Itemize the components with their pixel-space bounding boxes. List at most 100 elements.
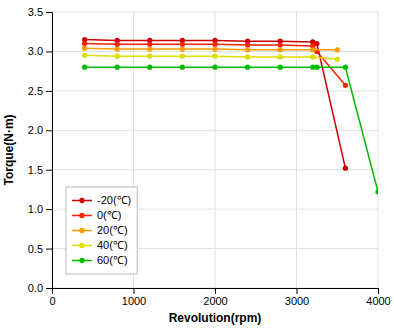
tick: 4000 xyxy=(366,288,390,307)
axis-line xyxy=(46,13,53,289)
legend-label: 40(℃) xyxy=(97,239,128,251)
tick-label: 1000 xyxy=(122,295,146,307)
tick-mark xyxy=(46,130,52,131)
tick-label: 1.5 xyxy=(28,164,43,176)
marker xyxy=(335,47,340,52)
tick-mark xyxy=(46,12,52,13)
line xyxy=(85,55,338,59)
legend-box xyxy=(66,187,137,274)
line xyxy=(85,44,346,86)
marks xyxy=(82,37,378,194)
grid-line-x xyxy=(378,12,379,288)
tick-label: 2000 xyxy=(203,295,227,307)
legend-item: 20(℃) xyxy=(72,224,128,236)
y-axis-title: Torque(N·m) xyxy=(2,114,16,185)
tick: 0.5 xyxy=(28,243,52,255)
tick-mark xyxy=(46,209,52,210)
tick-label: 3000 xyxy=(285,295,309,307)
grid-line-y xyxy=(52,90,378,91)
tick-mark xyxy=(134,288,135,294)
tick: 2.0 xyxy=(28,124,52,136)
marker xyxy=(314,65,319,70)
legend-label: -20(℃) xyxy=(97,194,131,206)
marker xyxy=(147,46,152,51)
legend-item: 40(℃) xyxy=(72,239,128,251)
marker xyxy=(335,57,340,62)
axis-line xyxy=(53,289,379,295)
marker xyxy=(115,65,120,70)
plot: 010002000300040000.00.51.01.52.02.53.03.… xyxy=(28,6,391,307)
tick-label: 2.0 xyxy=(28,124,43,136)
marker xyxy=(310,54,315,59)
marker xyxy=(278,65,283,70)
tick: 0 xyxy=(49,288,55,307)
tick-mark xyxy=(297,288,298,294)
tick-mark xyxy=(378,288,379,294)
marker xyxy=(278,54,283,59)
marker xyxy=(245,42,250,47)
legend-marker xyxy=(79,228,84,233)
tick-label: 3.0 xyxy=(28,45,43,57)
line xyxy=(85,67,378,192)
tick-label: 3.5 xyxy=(28,6,43,18)
marker xyxy=(212,46,217,51)
grid-line-y xyxy=(52,169,378,170)
tick-mark xyxy=(46,170,52,171)
grid-line-x xyxy=(215,12,216,288)
marker xyxy=(115,42,120,47)
legend-label: 20(℃) xyxy=(97,224,128,236)
marker xyxy=(343,165,348,170)
tick-label: 0 xyxy=(49,295,55,307)
tick: 3.0 xyxy=(28,45,52,57)
legend-item: 0(℃) xyxy=(72,209,121,221)
tick-mark xyxy=(215,288,216,294)
tick: 2.5 xyxy=(28,85,52,97)
x-axis: 0 1000 2000 3000 4000 xyxy=(49,288,390,307)
marker xyxy=(278,47,283,52)
grid-line-x xyxy=(296,12,297,288)
marker xyxy=(245,65,250,70)
legend-marker xyxy=(79,243,84,248)
marker xyxy=(115,54,120,59)
marker xyxy=(82,65,87,70)
series xyxy=(82,41,348,88)
marker xyxy=(180,65,185,70)
tick: 3000 xyxy=(285,288,309,307)
marker xyxy=(147,65,152,70)
legend-marker xyxy=(79,258,84,263)
tick: 1000 xyxy=(122,288,146,307)
legend-label: 0(℃) xyxy=(97,209,121,221)
marker xyxy=(180,42,185,47)
legend-item: 60(℃) xyxy=(72,254,128,266)
marker xyxy=(343,83,348,88)
tick-label: 4000 xyxy=(366,295,390,307)
grid xyxy=(52,12,378,288)
chart: 010002000300040000.00.51.01.52.02.53.03.… xyxy=(0,0,394,330)
marker xyxy=(82,46,87,51)
series xyxy=(82,53,340,62)
marker xyxy=(212,42,217,47)
tick-label: 0.5 xyxy=(28,243,43,255)
grid-line-y xyxy=(52,12,378,13)
series xyxy=(82,37,348,171)
series xyxy=(82,46,340,53)
legend-label: 60(℃) xyxy=(97,254,128,266)
marker xyxy=(115,46,120,51)
legend: -20(℃) 0(℃) 20(℃) 40(℃) 60(℃) xyxy=(66,187,137,274)
marker xyxy=(180,46,185,51)
x-axis-title: Revolution(rpm) xyxy=(169,311,262,325)
marker xyxy=(245,47,250,52)
marker xyxy=(310,47,315,52)
marker xyxy=(147,54,152,59)
marker xyxy=(278,42,283,47)
marker xyxy=(343,65,348,70)
line xyxy=(85,40,346,169)
marker xyxy=(180,54,185,59)
tick: 1.0 xyxy=(28,203,52,215)
tick-label: 2.5 xyxy=(28,85,43,97)
series xyxy=(82,65,378,195)
marker xyxy=(82,53,87,58)
tick-mark xyxy=(46,249,52,250)
tick: 3.5 xyxy=(28,6,52,18)
legend-marker xyxy=(79,213,84,218)
